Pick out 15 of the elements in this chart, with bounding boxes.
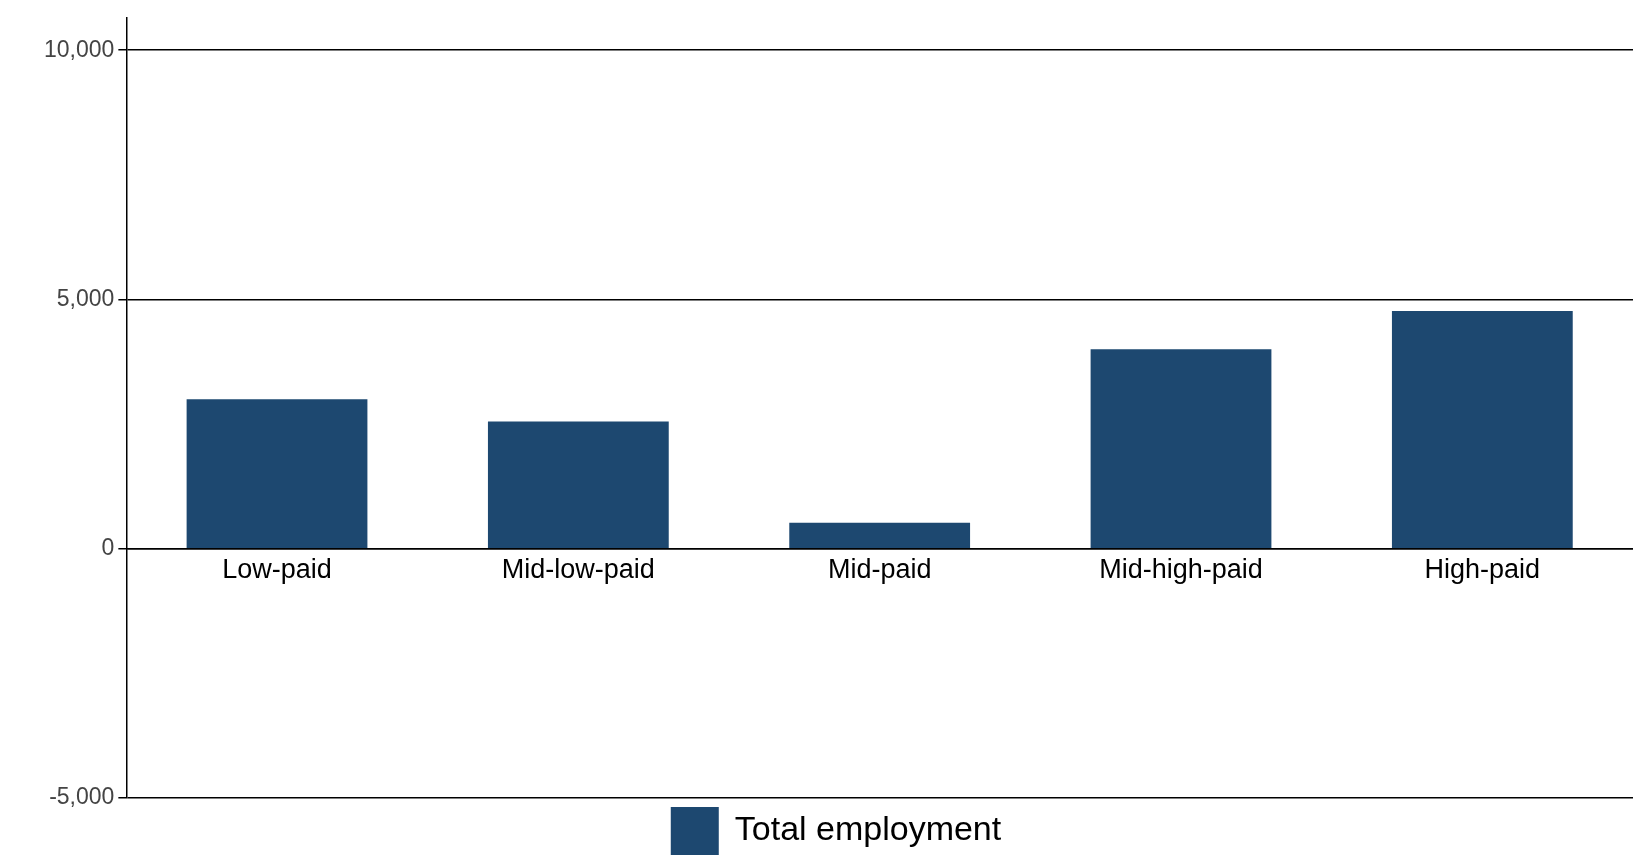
x-tick-label: Mid-paid	[827, 554, 932, 585]
x-tick-label: Mid-high-paid	[1099, 554, 1263, 585]
x-tick-label: High-paid	[1424, 554, 1541, 585]
y-tick-label: 5,000	[56, 284, 115, 311]
bar	[1090, 349, 1272, 548]
legend-label: Total employment	[734, 809, 1002, 848]
bar	[1391, 310, 1573, 548]
bar	[789, 522, 971, 548]
x-tick-label: Low-paid	[222, 554, 332, 585]
y-tick-label: 0	[101, 534, 115, 561]
x-tick-label: Mid-low-paid	[501, 554, 655, 585]
bar	[186, 399, 368, 548]
y-tick-label: -5,000	[49, 783, 115, 810]
bar	[487, 421, 669, 548]
y-tick-label: 10,000	[43, 35, 115, 62]
